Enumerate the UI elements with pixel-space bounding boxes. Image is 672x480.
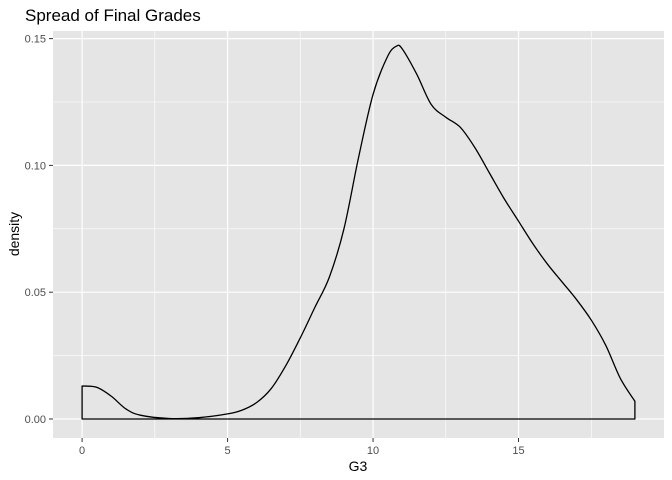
minor-gridlines bbox=[53, 31, 664, 438]
y-axis-title: density bbox=[6, 212, 22, 256]
x-axis-title: G3 bbox=[349, 458, 368, 474]
density-layer bbox=[81, 44, 636, 420]
x-tick-label: 5 bbox=[225, 445, 231, 457]
y-tick-label: 0.15 bbox=[25, 34, 46, 46]
y-tick-label: 0.10 bbox=[25, 160, 46, 172]
x-axis: 0 5 10 15 bbox=[79, 438, 525, 457]
chart-title: Spread of Final Grades bbox=[25, 6, 201, 25]
y-tick-label: 0.05 bbox=[25, 287, 46, 299]
plot-panel bbox=[53, 31, 664, 438]
x-tick-label: 0 bbox=[79, 445, 85, 457]
density-curve-0 bbox=[81, 44, 636, 420]
y-tick-label: 0.00 bbox=[25, 414, 46, 426]
y-axis: 0.00 0.05 0.10 0.15 bbox=[25, 34, 53, 426]
x-tick-label: 15 bbox=[512, 445, 524, 457]
x-tick-label: 10 bbox=[367, 445, 379, 457]
